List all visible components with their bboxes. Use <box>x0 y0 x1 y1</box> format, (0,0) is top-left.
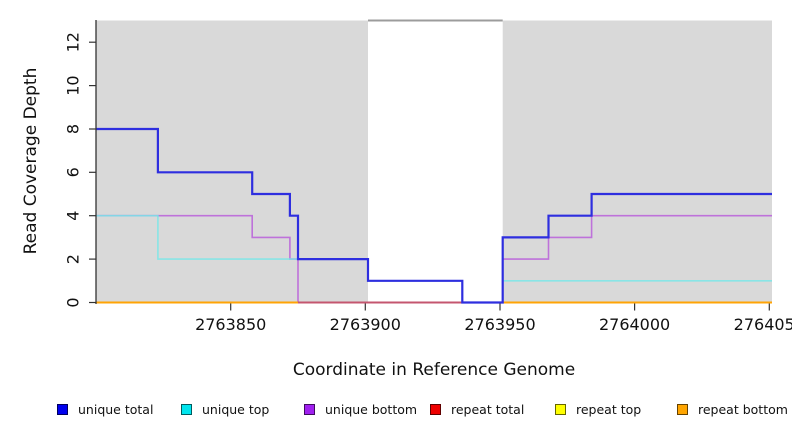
uncovered-gap-region <box>368 20 503 303</box>
legend-swatch-unique-top <box>181 404 192 415</box>
legend-swatch-repeat-top <box>555 404 566 415</box>
legend-item-unique-top: unique top <box>181 402 269 417</box>
legend-swatch-unique-total <box>57 404 68 415</box>
legend-swatch-repeat-total <box>430 404 441 415</box>
y-axis-tick-label-12: 12 <box>64 32 83 52</box>
y-axis-tick-label-4: 4 <box>64 211 83 221</box>
legend-label-repeat-top: repeat top <box>576 402 642 417</box>
coverage-region-left <box>96 20 368 303</box>
legend-item-repeat-bottom: repeat bottom <box>677 402 788 417</box>
x-axis-tick-label-2763850: 2763850 <box>195 315 266 334</box>
y-axis-tick-label-2: 2 <box>64 254 83 264</box>
legend-item-repeat-total: repeat total <box>430 402 524 417</box>
x-axis-tick-label-2764000: 2764000 <box>599 315 670 334</box>
x-axis-tick-label-2763950: 2763950 <box>464 315 535 334</box>
coverage-region-right <box>502 20 772 303</box>
y-axis-title: Read Coverage Depth <box>21 67 41 255</box>
legend-item-repeat-top: repeat top <box>555 402 641 417</box>
series-line-unique-total <box>96 127 772 304</box>
legend-item-unique-total: unique total <box>57 402 153 417</box>
x-axis-tick-label-2764050: 2764050 <box>734 315 792 334</box>
y-axis-tick-label-0: 0 <box>64 297 83 307</box>
legend-swatch-repeat-bottom <box>677 404 688 415</box>
legend-label-repeat-total: repeat total <box>451 402 525 417</box>
legend-label-unique-top: unique top <box>202 402 270 417</box>
y-axis-tick-label-6: 6 <box>64 167 83 177</box>
x-axis-title: Coordinate in Reference Genome <box>292 360 576 380</box>
y-axis-tick-label-10: 10 <box>64 75 83 95</box>
legend-swatch-unique-bottom <box>304 404 315 415</box>
legend-label-unique-bottom: unique bottom <box>325 402 418 417</box>
legend-label-repeat-bottom: repeat bottom <box>698 402 788 417</box>
legend: unique total unique top unique bottom repea… <box>0 0 792 417</box>
legend-item-unique-bottom: unique bottom <box>304 402 417 417</box>
x-axis-tick-label-2763900: 2763900 <box>330 315 401 334</box>
legend-label-unique-total: unique total <box>78 402 154 417</box>
y-axis-tick-label-8: 8 <box>64 124 83 134</box>
